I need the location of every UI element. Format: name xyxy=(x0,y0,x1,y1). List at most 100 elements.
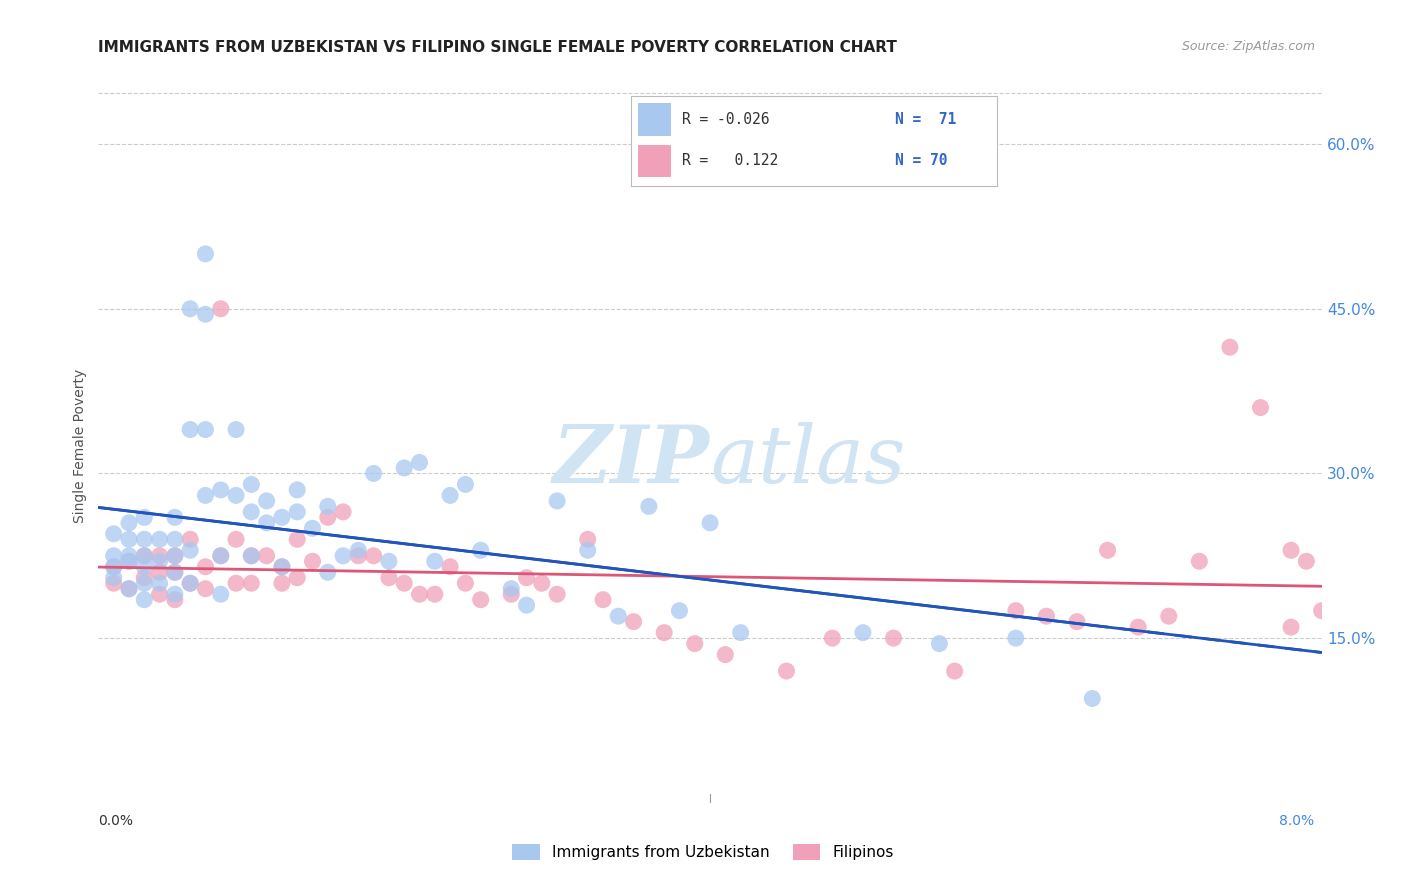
Point xyxy=(516,598,538,612)
Point xyxy=(163,510,186,524)
Point xyxy=(270,559,294,574)
Point xyxy=(363,549,385,563)
Point xyxy=(179,576,201,591)
Point xyxy=(378,554,401,568)
Point xyxy=(1066,615,1088,629)
Point xyxy=(118,554,141,568)
Point xyxy=(1341,609,1364,624)
Point xyxy=(194,582,217,596)
Point xyxy=(149,533,172,547)
Point xyxy=(163,566,186,580)
Point xyxy=(439,559,461,574)
Text: Source: ZipAtlas.com: Source: ZipAtlas.com xyxy=(1181,40,1315,54)
Point xyxy=(1035,609,1057,624)
Point xyxy=(775,664,797,678)
Point xyxy=(546,494,568,508)
Point xyxy=(1279,543,1302,558)
Point xyxy=(134,549,156,563)
Point xyxy=(134,510,156,524)
Point xyxy=(1004,631,1026,645)
Point xyxy=(408,455,430,469)
Point xyxy=(118,549,141,563)
Point xyxy=(118,582,141,596)
Point xyxy=(118,516,141,530)
Point xyxy=(225,488,247,502)
Point xyxy=(209,483,232,497)
Point xyxy=(209,301,232,316)
Point xyxy=(470,592,492,607)
Point xyxy=(256,516,278,530)
Point xyxy=(592,592,614,607)
Point xyxy=(423,554,446,568)
Point xyxy=(103,571,125,585)
Point xyxy=(270,559,294,574)
Point xyxy=(225,576,247,591)
Point xyxy=(194,559,217,574)
Point xyxy=(623,615,645,629)
Point xyxy=(439,488,461,502)
Point xyxy=(363,467,385,481)
Point xyxy=(134,559,156,574)
Point xyxy=(118,533,141,547)
Point xyxy=(1097,543,1119,558)
Point xyxy=(301,521,323,535)
Point xyxy=(225,423,247,437)
Point xyxy=(316,566,339,580)
Point xyxy=(699,516,721,530)
Point xyxy=(163,549,186,563)
Point xyxy=(194,307,217,321)
Point xyxy=(179,533,201,547)
Point xyxy=(194,488,217,502)
Point xyxy=(270,576,294,591)
Point xyxy=(179,576,201,591)
Point xyxy=(103,549,125,563)
Point xyxy=(149,576,172,591)
Legend: Immigrants from Uzbekistan, Filipinos: Immigrants from Uzbekistan, Filipinos xyxy=(506,838,900,866)
Point xyxy=(134,533,156,547)
Point xyxy=(516,571,538,585)
Point xyxy=(576,543,599,558)
Point xyxy=(103,559,125,574)
Point xyxy=(316,500,339,514)
Text: atlas: atlas xyxy=(710,422,905,499)
Point xyxy=(285,571,308,585)
Point xyxy=(103,576,125,591)
Point xyxy=(240,549,263,563)
Point xyxy=(530,576,553,591)
Point xyxy=(149,587,172,601)
Point xyxy=(730,625,752,640)
Point xyxy=(103,559,125,574)
Point xyxy=(256,494,278,508)
Point xyxy=(240,505,263,519)
Point xyxy=(1249,401,1271,415)
Point xyxy=(1081,691,1104,706)
Point xyxy=(883,631,905,645)
Point xyxy=(179,423,201,437)
Point xyxy=(256,549,278,563)
Point xyxy=(637,500,661,514)
Point xyxy=(240,477,263,491)
Point xyxy=(1357,533,1379,547)
Point xyxy=(454,576,477,591)
Point xyxy=(194,423,217,437)
Point xyxy=(118,554,141,568)
Point xyxy=(134,592,156,607)
Point xyxy=(683,637,706,651)
Point xyxy=(332,505,354,519)
Point xyxy=(134,571,156,585)
Point xyxy=(103,526,125,541)
Point xyxy=(179,543,201,558)
Point xyxy=(149,549,172,563)
Point xyxy=(163,587,186,601)
Point xyxy=(1310,604,1333,618)
Point xyxy=(1004,604,1026,618)
Point xyxy=(163,533,186,547)
Point xyxy=(378,571,401,585)
Point xyxy=(1157,609,1180,624)
Point xyxy=(209,587,232,601)
Point xyxy=(118,582,141,596)
Point xyxy=(316,510,339,524)
Point xyxy=(240,549,263,563)
Point xyxy=(285,505,308,519)
Point xyxy=(163,566,186,580)
